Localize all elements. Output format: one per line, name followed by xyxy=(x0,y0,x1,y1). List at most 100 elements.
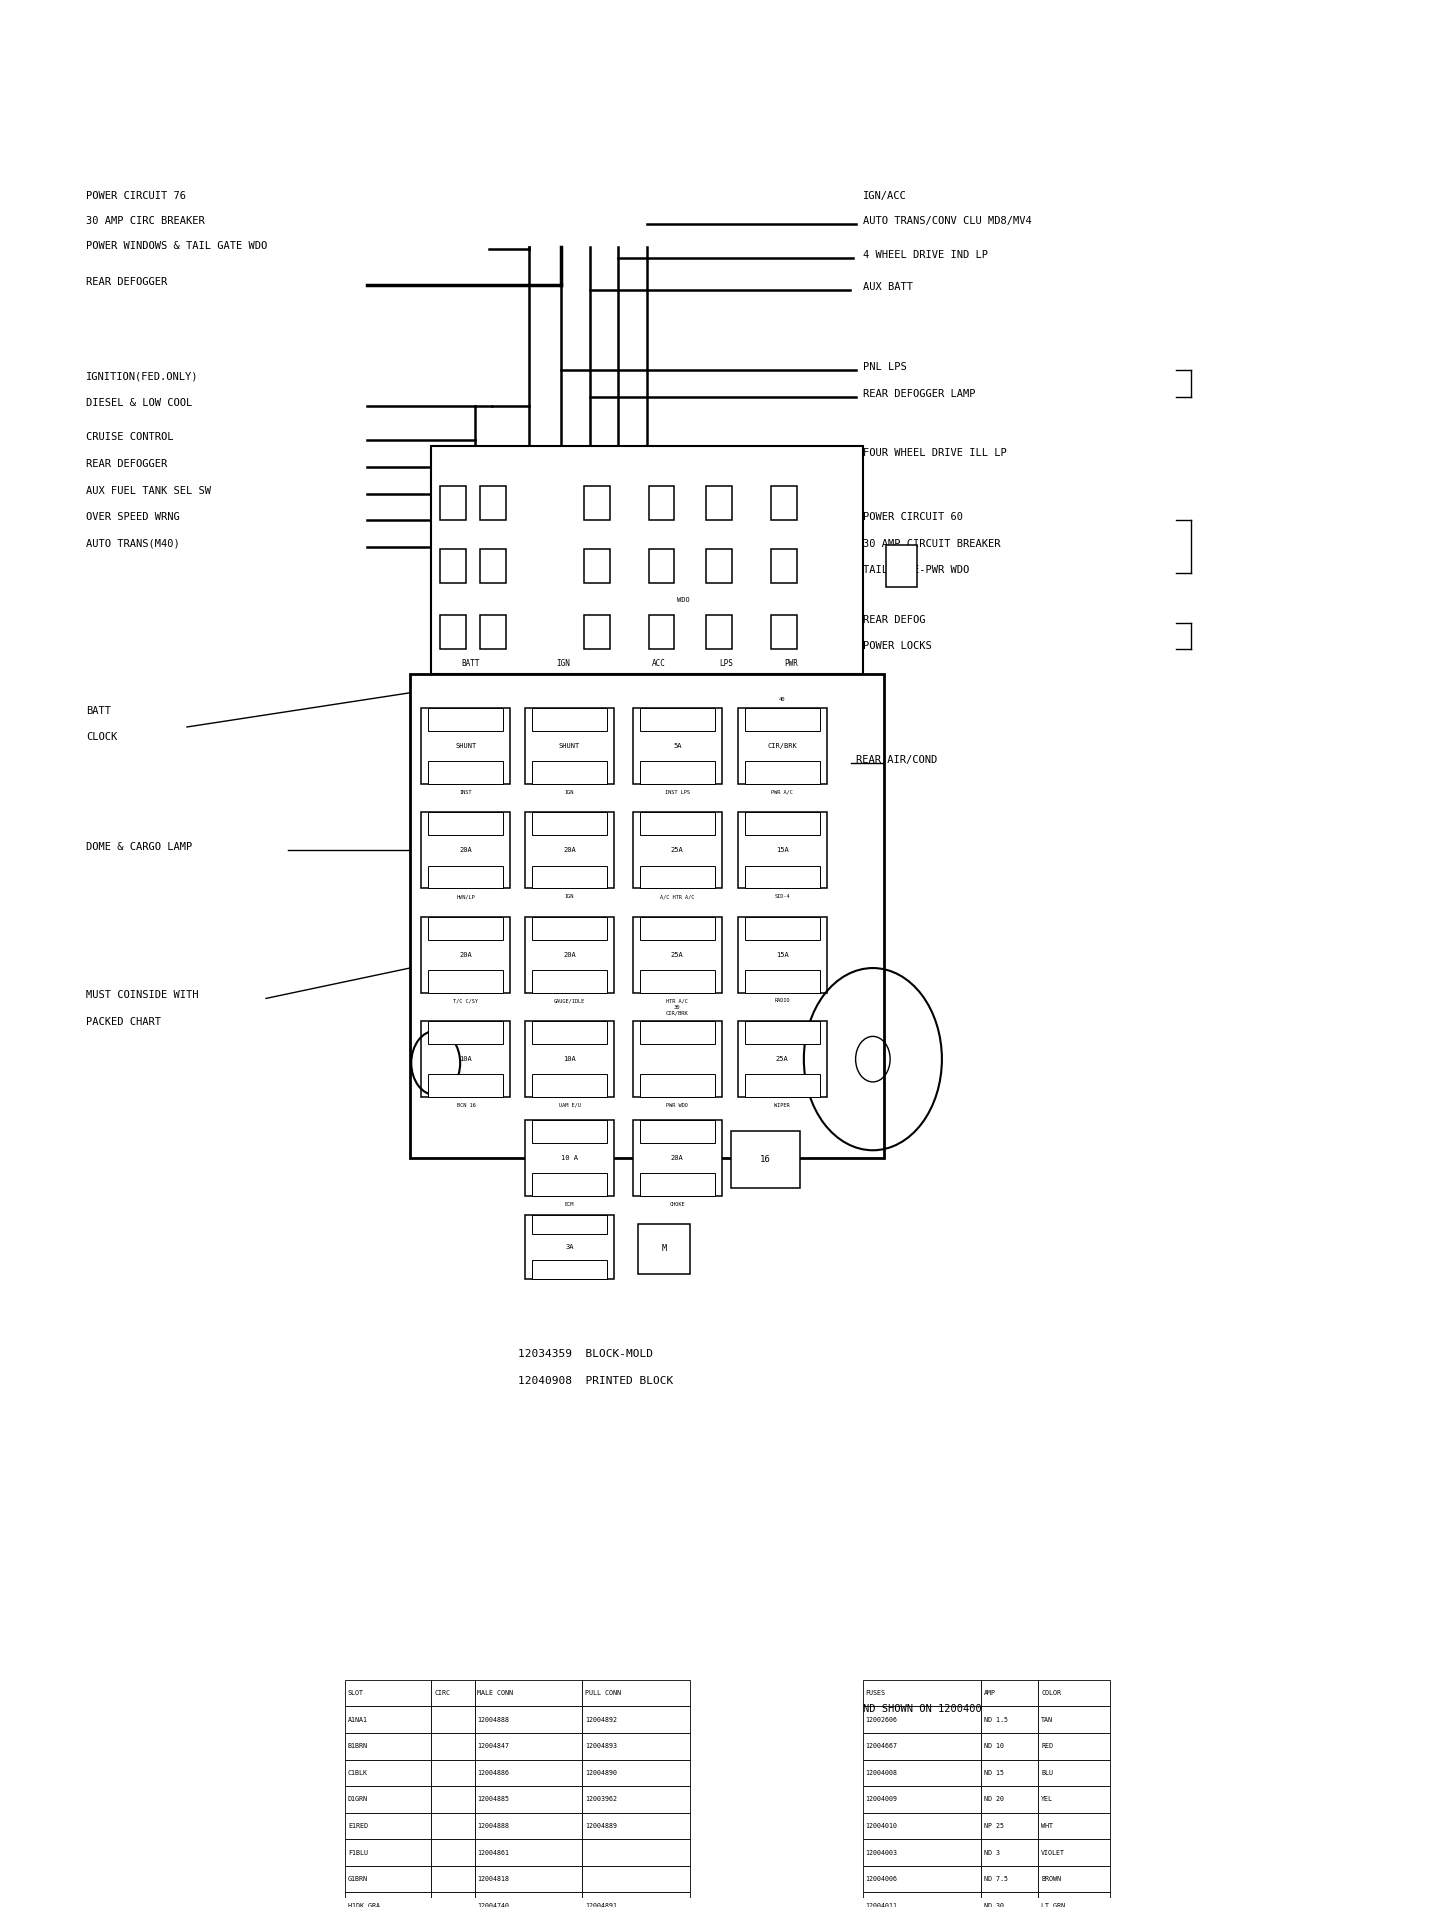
Text: ND 20: ND 20 xyxy=(984,1796,1004,1802)
Bar xyxy=(421,707,510,784)
Bar xyxy=(706,486,732,521)
Bar xyxy=(745,812,820,835)
Bar xyxy=(431,1733,475,1760)
Text: PACKED CHART: PACKED CHART xyxy=(86,1016,161,1028)
Bar xyxy=(475,1892,582,1907)
Text: 30 AMP CIRCUIT BREAKER: 30 AMP CIRCUIT BREAKER xyxy=(863,538,1001,549)
Bar xyxy=(525,917,614,994)
Text: T/C C/SY: T/C C/SY xyxy=(453,999,479,1003)
Text: 12004886: 12004886 xyxy=(477,1770,509,1775)
Bar xyxy=(582,1814,690,1838)
Bar xyxy=(345,1838,431,1865)
Bar xyxy=(440,614,466,648)
Text: 30 AMP CIRC BREAKER: 30 AMP CIRC BREAKER xyxy=(86,215,206,225)
Text: WHT: WHT xyxy=(1041,1823,1053,1829)
Bar xyxy=(640,1020,715,1043)
Text: 10A: 10A xyxy=(460,1056,472,1062)
Text: ND 30: ND 30 xyxy=(984,1903,1004,1907)
Bar xyxy=(532,761,607,784)
Bar xyxy=(480,614,506,648)
Text: TAN: TAN xyxy=(1041,1716,1053,1722)
Text: FUSES: FUSES xyxy=(866,1690,886,1695)
Bar xyxy=(640,1074,715,1097)
Text: ND 1.5: ND 1.5 xyxy=(984,1716,1008,1722)
Bar xyxy=(584,549,610,584)
Text: PWR: PWR xyxy=(784,660,798,667)
Bar xyxy=(475,1760,582,1787)
Bar xyxy=(640,812,715,835)
Text: REAR DEFOGGER LAMP: REAR DEFOGGER LAMP xyxy=(863,389,975,399)
Bar xyxy=(981,1865,1038,1892)
Bar xyxy=(345,1865,431,1892)
Bar xyxy=(475,1814,582,1838)
Bar xyxy=(863,1787,981,1814)
Text: CIRC: CIRC xyxy=(434,1690,450,1695)
Text: 25A: 25A xyxy=(672,847,683,852)
Bar xyxy=(771,549,797,584)
Bar xyxy=(738,812,827,889)
Text: ND SHOWN ON 1200400: ND SHOWN ON 1200400 xyxy=(863,1705,982,1714)
Bar xyxy=(633,812,722,889)
Bar xyxy=(640,1173,715,1196)
Bar xyxy=(532,707,607,730)
Bar xyxy=(745,971,820,994)
Bar xyxy=(421,1020,510,1097)
Bar xyxy=(431,1760,475,1787)
Text: A1NA1: A1NA1 xyxy=(348,1716,368,1722)
Bar xyxy=(633,917,722,994)
Bar xyxy=(584,614,610,648)
Text: REAR DEFOG: REAR DEFOG xyxy=(863,614,925,625)
Bar xyxy=(633,1020,722,1097)
Text: SLOT: SLOT xyxy=(348,1690,364,1695)
Text: IGNITION(FED.ONLY): IGNITION(FED.ONLY) xyxy=(86,372,198,381)
Text: ACC: ACC xyxy=(651,660,666,667)
Bar xyxy=(640,707,715,730)
Text: OVER SPEED WRNG: OVER SPEED WRNG xyxy=(86,513,180,523)
Text: 25A: 25A xyxy=(777,1056,788,1062)
Text: 12004888: 12004888 xyxy=(477,1823,509,1829)
Bar xyxy=(429,707,503,730)
Text: 12004667: 12004667 xyxy=(866,1743,897,1749)
Bar xyxy=(582,1838,690,1865)
Text: REAR DEFOGGER: REAR DEFOGGER xyxy=(86,277,168,286)
Text: NP 25: NP 25 xyxy=(984,1823,1004,1829)
Bar xyxy=(1038,1865,1110,1892)
Bar xyxy=(431,1680,475,1707)
Text: 16: 16 xyxy=(759,1156,771,1165)
Text: 3A: 3A xyxy=(565,1243,574,1251)
Text: 12004740: 12004740 xyxy=(477,1903,509,1907)
Bar xyxy=(649,549,674,584)
Bar xyxy=(532,1261,607,1280)
Bar xyxy=(633,707,722,784)
Text: RED: RED xyxy=(1041,1743,1053,1749)
Bar xyxy=(475,1838,582,1865)
Text: IGN: IGN xyxy=(565,789,574,795)
Bar xyxy=(429,812,503,835)
Bar xyxy=(863,1733,981,1760)
Text: F1BLU: F1BLU xyxy=(348,1850,368,1856)
Bar xyxy=(863,1760,981,1787)
Bar xyxy=(731,1131,800,1188)
Text: POWER CIRCUIT 76: POWER CIRCUIT 76 xyxy=(86,191,187,202)
Bar xyxy=(1038,1838,1110,1865)
Bar xyxy=(532,1215,607,1234)
Text: 12004885: 12004885 xyxy=(477,1796,509,1802)
Bar xyxy=(429,1020,503,1043)
Bar xyxy=(421,917,510,994)
Text: 12004818: 12004818 xyxy=(477,1876,509,1882)
Text: SID-4: SID-4 xyxy=(775,894,789,898)
Text: D1GRN: D1GRN xyxy=(348,1796,368,1802)
Text: IGN: IGN xyxy=(557,660,571,667)
Bar xyxy=(640,761,715,784)
Bar xyxy=(345,1892,431,1907)
Text: 12004847: 12004847 xyxy=(477,1743,509,1749)
Text: TAIL GATE-PWR WDO: TAIL GATE-PWR WDO xyxy=(863,564,969,576)
Bar xyxy=(745,707,820,730)
Text: 12004006: 12004006 xyxy=(866,1876,897,1882)
Bar xyxy=(1038,1760,1110,1787)
Text: 12002606: 12002606 xyxy=(866,1716,897,1722)
Bar xyxy=(981,1838,1038,1865)
Bar xyxy=(532,1020,607,1043)
Bar xyxy=(863,1814,981,1838)
Bar xyxy=(345,1733,431,1760)
